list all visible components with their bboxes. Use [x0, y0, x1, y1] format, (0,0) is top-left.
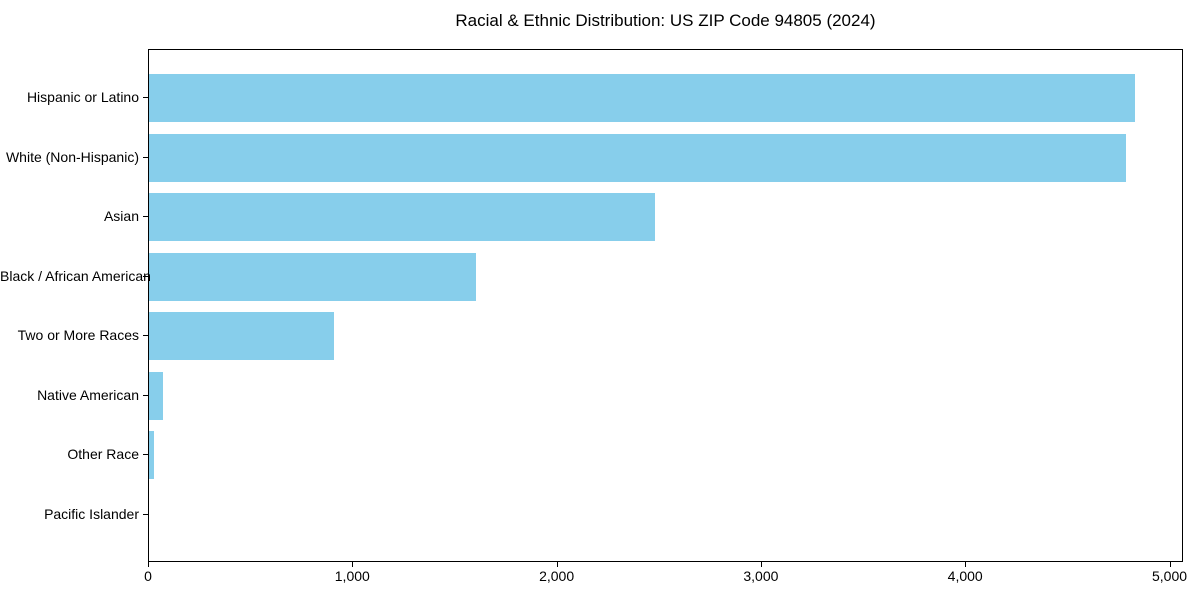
x-tick-mark [760, 562, 762, 567]
y-tick-mark [143, 454, 148, 456]
y-tick-label: Native American [37, 386, 139, 403]
x-tick-label: 1,000 [334, 568, 370, 584]
bar [149, 312, 334, 361]
y-tick-mark [143, 335, 148, 337]
y-tick-mark [143, 216, 148, 218]
bar [149, 371, 164, 420]
bar [149, 193, 655, 242]
chart-title: Racial & Ethnic Distribution: US ZIP Cod… [455, 11, 876, 30]
x-tick-mark [148, 562, 149, 567]
y-tick-label: Hispanic or Latino [26, 89, 139, 105]
y-tick-label: Two or More Races [17, 327, 139, 344]
x-tick-mark [556, 562, 558, 567]
y-tick-label: Black / African American [0, 267, 151, 284]
x-tick-label: 2,000 [539, 568, 575, 584]
x-tick-label: 5,000 [1151, 568, 1188, 584]
y-tick-mark [143, 97, 148, 98]
y-tick-label: Asian [103, 208, 139, 225]
x-tick-mark [1169, 562, 1171, 567]
bar [149, 133, 1127, 182]
y-tick-mark [143, 275, 148, 277]
plot-area [148, 49, 1183, 562]
x-tick-mark [965, 562, 967, 567]
x-tick-mark [352, 562, 354, 567]
y-tick-mark [143, 156, 148, 158]
bar [149, 74, 1135, 122]
x-tick-label: 3,000 [743, 568, 779, 584]
y-tick-mark [143, 394, 148, 396]
x-tick-label: 4,000 [947, 568, 983, 584]
y-tick-label: Other Race [67, 446, 139, 463]
bar [149, 431, 155, 480]
y-tick-label: Pacific Islander [44, 506, 139, 522]
x-tick-label: 0 [144, 568, 152, 584]
y-tick-label: White (Non-Hispanic) [5, 148, 139, 165]
bar [149, 252, 476, 301]
y-tick-mark [143, 514, 148, 515]
